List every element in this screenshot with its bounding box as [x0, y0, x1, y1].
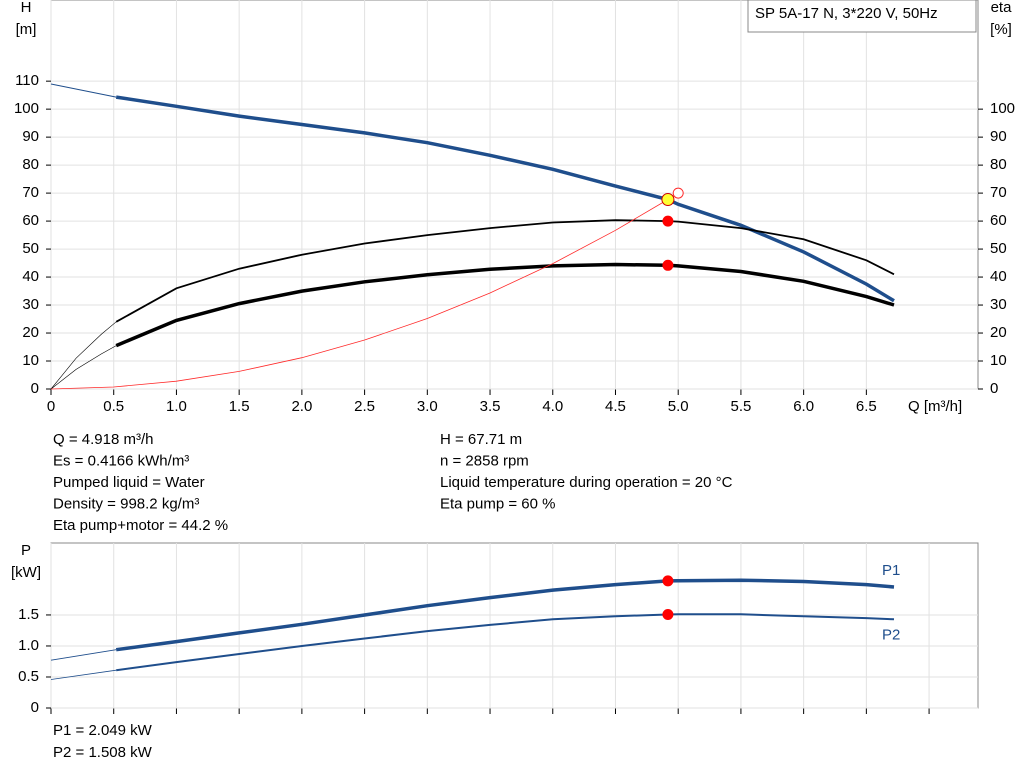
y-tick-label: 60	[22, 212, 39, 229]
readout-line: P1 = 2.049 kW	[53, 722, 153, 739]
y-tick-label: 90	[22, 128, 39, 145]
curve	[50, 83, 117, 98]
y-tick-label: 10	[22, 352, 39, 369]
y2-tick-label: 20	[990, 324, 1007, 341]
y-tick-label: 50	[22, 240, 39, 257]
readout-line: P2 = 1.508 kW	[53, 744, 153, 761]
readout-line: Eta pump = 60 %	[440, 495, 556, 512]
curve	[50, 345, 117, 390]
x-tick-label: 2.0	[291, 398, 312, 415]
curve	[115, 262, 895, 348]
y-tick-label: 0.5	[18, 668, 39, 685]
series-label: P2	[882, 626, 900, 643]
y-tick-label: 0	[31, 699, 39, 716]
x-tick-label: 3.5	[480, 398, 501, 415]
y2-tick-label: 10	[990, 352, 1007, 369]
x-tick-label: 4.5	[605, 398, 626, 415]
y2-tick-label: 80	[990, 156, 1007, 173]
x-tick-label: 6.5	[856, 398, 877, 415]
chart-title: SP 5A-17 N, 3*220 V, 50Hz	[755, 5, 938, 22]
curve	[50, 192, 679, 390]
x-tick-label: 3.0	[417, 398, 438, 415]
operating-point	[662, 608, 674, 620]
operating-point	[661, 193, 675, 207]
y2-axis-unit: [%]	[990, 21, 1012, 38]
y-tick-label: 80	[22, 156, 39, 173]
y-tick-label: 1.5	[18, 606, 39, 623]
y2-tick-label: 60	[990, 212, 1007, 229]
y2-axis-label: eta	[991, 0, 1013, 16]
y2-tick-label: 30	[990, 296, 1007, 313]
title-box	[747, 0, 977, 33]
y-tick-label: 110	[15, 72, 39, 89]
x-axis-label: Q [m³/h]	[908, 398, 962, 415]
y-axis-unit: [m]	[16, 21, 37, 38]
x-tick-label: 1.5	[229, 398, 250, 415]
readout-line: Density = 998.2 kg/m³	[53, 495, 199, 512]
y2-tick-label: 100	[990, 100, 1015, 117]
y-tick-label: 30	[22, 296, 39, 313]
y-tick-label: 0	[31, 380, 39, 397]
curve	[50, 321, 117, 390]
readout-line: Es = 0.4166 kWh/m³	[53, 452, 189, 469]
readout-line: n = 2858 rpm	[440, 452, 529, 469]
y2-tick-label: 90	[990, 128, 1007, 145]
curve	[115, 95, 895, 303]
curve	[50, 669, 117, 680]
readout-line: Eta pump+motor = 44.2 %	[53, 517, 228, 534]
y-tick-label: 1.0	[18, 637, 39, 654]
x-tick-label: 0.5	[103, 398, 124, 415]
curve	[116, 613, 895, 672]
x-tick-label: 1.0	[166, 398, 187, 415]
readout-line: Liquid temperature during operation = 20…	[440, 474, 733, 491]
operating-point	[662, 575, 674, 587]
plot-area	[50, 542, 979, 709]
x-tick-label: 6.0	[793, 398, 814, 415]
y2-tick-label: 50	[990, 240, 1007, 257]
curve	[115, 219, 895, 323]
y-tick-label: 20	[22, 324, 39, 341]
x-tick-label: 5.0	[668, 398, 689, 415]
plot-area	[50, 0, 979, 390]
readout-line: H = 67.71 m	[440, 431, 522, 448]
y-axis-label: H	[21, 0, 32, 16]
x-tick-label: 4.0	[542, 398, 563, 415]
y-axis-unit: [kW]	[11, 564, 41, 581]
curve	[115, 578, 895, 652]
y2-tick-label: 40	[990, 268, 1007, 285]
y-tick-label: 100	[14, 100, 39, 117]
y-axis-label: P	[21, 542, 31, 559]
y2-tick-label: 70	[990, 184, 1007, 201]
x-tick-label: 2.5	[354, 398, 375, 415]
readout-line: Q = 4.918 m³/h	[53, 431, 153, 448]
y-tick-label: 40	[22, 268, 39, 285]
y-tick-label: 70	[22, 184, 39, 201]
x-tick-label: 0	[47, 398, 55, 415]
operating-point	[662, 259, 674, 271]
series-label: P1	[882, 562, 900, 579]
curve	[50, 649, 117, 661]
y2-tick-label: 0	[990, 380, 998, 397]
readout-line: Pumped liquid = Water	[53, 474, 205, 491]
operating-point	[672, 187, 684, 199]
operating-point	[662, 215, 674, 227]
x-tick-label: 5.5	[730, 398, 751, 415]
